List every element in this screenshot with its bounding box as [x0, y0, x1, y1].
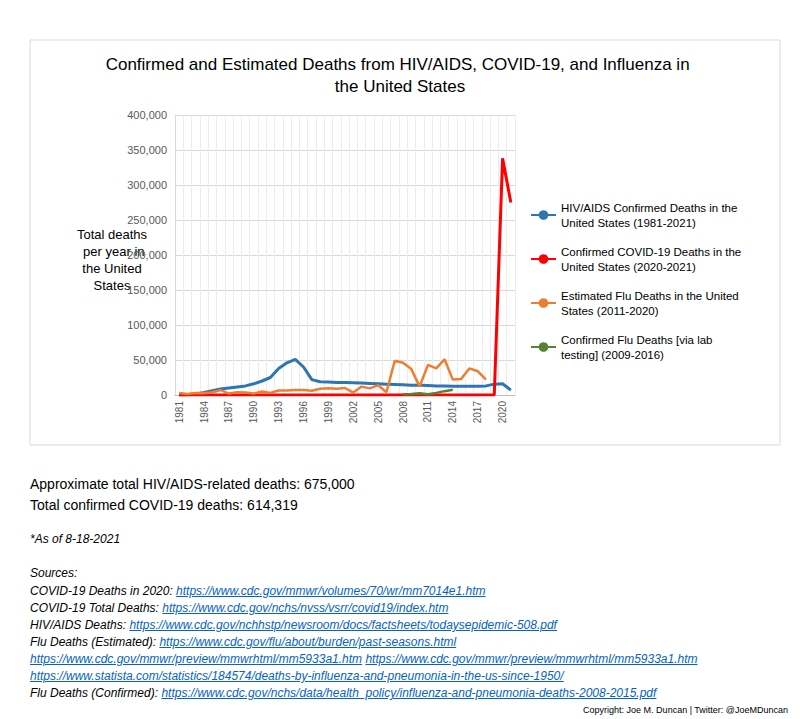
- svg-text:1993: 1993: [273, 401, 284, 424]
- svg-text:2002: 2002: [348, 401, 359, 424]
- html-text:Approximate total HIV/AIDS-rel: Approximate total HIV/AIDS-related death…: [30, 476, 355, 492]
- svg-text:150,000: 150,000: [127, 284, 167, 296]
- svg-text:300,000: 300,000: [127, 179, 167, 191]
- html-text:COVID-19 Deaths in 2020: https: COVID-19 Deaths in 2020: https://www.cdc…: [30, 584, 486, 598]
- svg-text:1987: 1987: [223, 401, 234, 424]
- html-text:*As of 8-18-2021: *As of 8-18-2021: [30, 532, 121, 546]
- svg-text:100,000: 100,000: [127, 319, 167, 331]
- html-text:HIV/AIDS Deaths: https://www.c: HIV/AIDS Deaths: https://www.cdc.gov/nch…: [30, 618, 557, 632]
- svg-text:States: States: [94, 278, 131, 293]
- svg-text:2017: 2017: [472, 401, 483, 424]
- svg-text:testing] (2009-2016): testing] (2009-2016): [561, 349, 664, 361]
- svg-text:1981: 1981: [174, 401, 185, 424]
- svg-text:2005: 2005: [373, 401, 384, 424]
- svg-text:Confirmed COVID-19 Deaths in t: Confirmed COVID-19 Deaths in the: [561, 246, 744, 258]
- svg-text:200,000: 200,000: [127, 249, 167, 261]
- svg-text:Total deaths: Total deaths: [77, 227, 148, 242]
- svg-text:the United States: the United States: [335, 77, 465, 96]
- svg-text:Confirmed Flu Deaths [via lab: Confirmed Flu Deaths [via lab: [561, 334, 716, 346]
- html-text:Total confirmed COVID-19 death: Total confirmed COVID-19 deaths: 614,319: [30, 497, 298, 513]
- svg-text:Estimated Flu Deaths in the Un: Estimated Flu Deaths in the United: [561, 290, 742, 302]
- svg-text:States (2011-2020): States (2011-2020): [561, 305, 659, 317]
- svg-text:50,000: 50,000: [133, 354, 167, 366]
- svg-text:United States (2020-2021): United States (2020-2021): [561, 261, 696, 273]
- svg-text:2011: 2011: [422, 401, 433, 423]
- svg-text:1984: 1984: [199, 401, 210, 424]
- html-text:https://www.statista.com/stati: https://www.statista.com/statistics/1845…: [30, 669, 564, 683]
- html-text:COVID-19 Total Deaths: https:/: COVID-19 Total Deaths: https://www.cdc.g…: [30, 601, 449, 615]
- svg-text:2020: 2020: [497, 401, 508, 424]
- svg-text:1996: 1996: [298, 401, 309, 424]
- svg-text:United States (1981-2021): United States (1981-2021): [561, 217, 696, 229]
- svg-text:400,000: 400,000: [127, 109, 167, 121]
- svg-text:per year in: per year in: [79, 244, 145, 259]
- svg-text:HIV/AIDS Confirmed Deaths in t: HIV/AIDS Confirmed Deaths in the: [561, 202, 741, 214]
- svg-text:1999: 1999: [323, 401, 334, 424]
- svg-text:2014: 2014: [447, 401, 458, 424]
- html-text:Flu Deaths (Estimated): https:: Flu Deaths (Estimated): https://www.cdc.…: [30, 635, 457, 649]
- html-text:Copyright: Joe M. Duncan | Twi: Copyright: Joe M. Duncan | Twitter: @Joe…: [583, 705, 788, 715]
- svg-text:1990: 1990: [248, 401, 259, 424]
- svg-text:0: 0: [161, 389, 167, 401]
- svg-text:2008: 2008: [398, 401, 409, 424]
- svg-text:350,000: 350,000: [127, 144, 167, 156]
- svg-text:Confirmed and Estimated Deaths: Confirmed and Estimated Deaths from HIV/…: [106, 55, 695, 74]
- svg-text:the United: the United: [79, 261, 146, 276]
- html-text:https://www.cdc.gov/mmwr/previ: https://www.cdc.gov/mmwr/preview/mmwrhtm…: [30, 652, 698, 666]
- html-text:Flu Deaths (Confirmed): https:: Flu Deaths (Confirmed): https://www.cdc.…: [30, 686, 657, 700]
- svg-text:250,000: 250,000: [127, 214, 167, 226]
- html-text:Sources:: Sources:: [30, 566, 78, 580]
